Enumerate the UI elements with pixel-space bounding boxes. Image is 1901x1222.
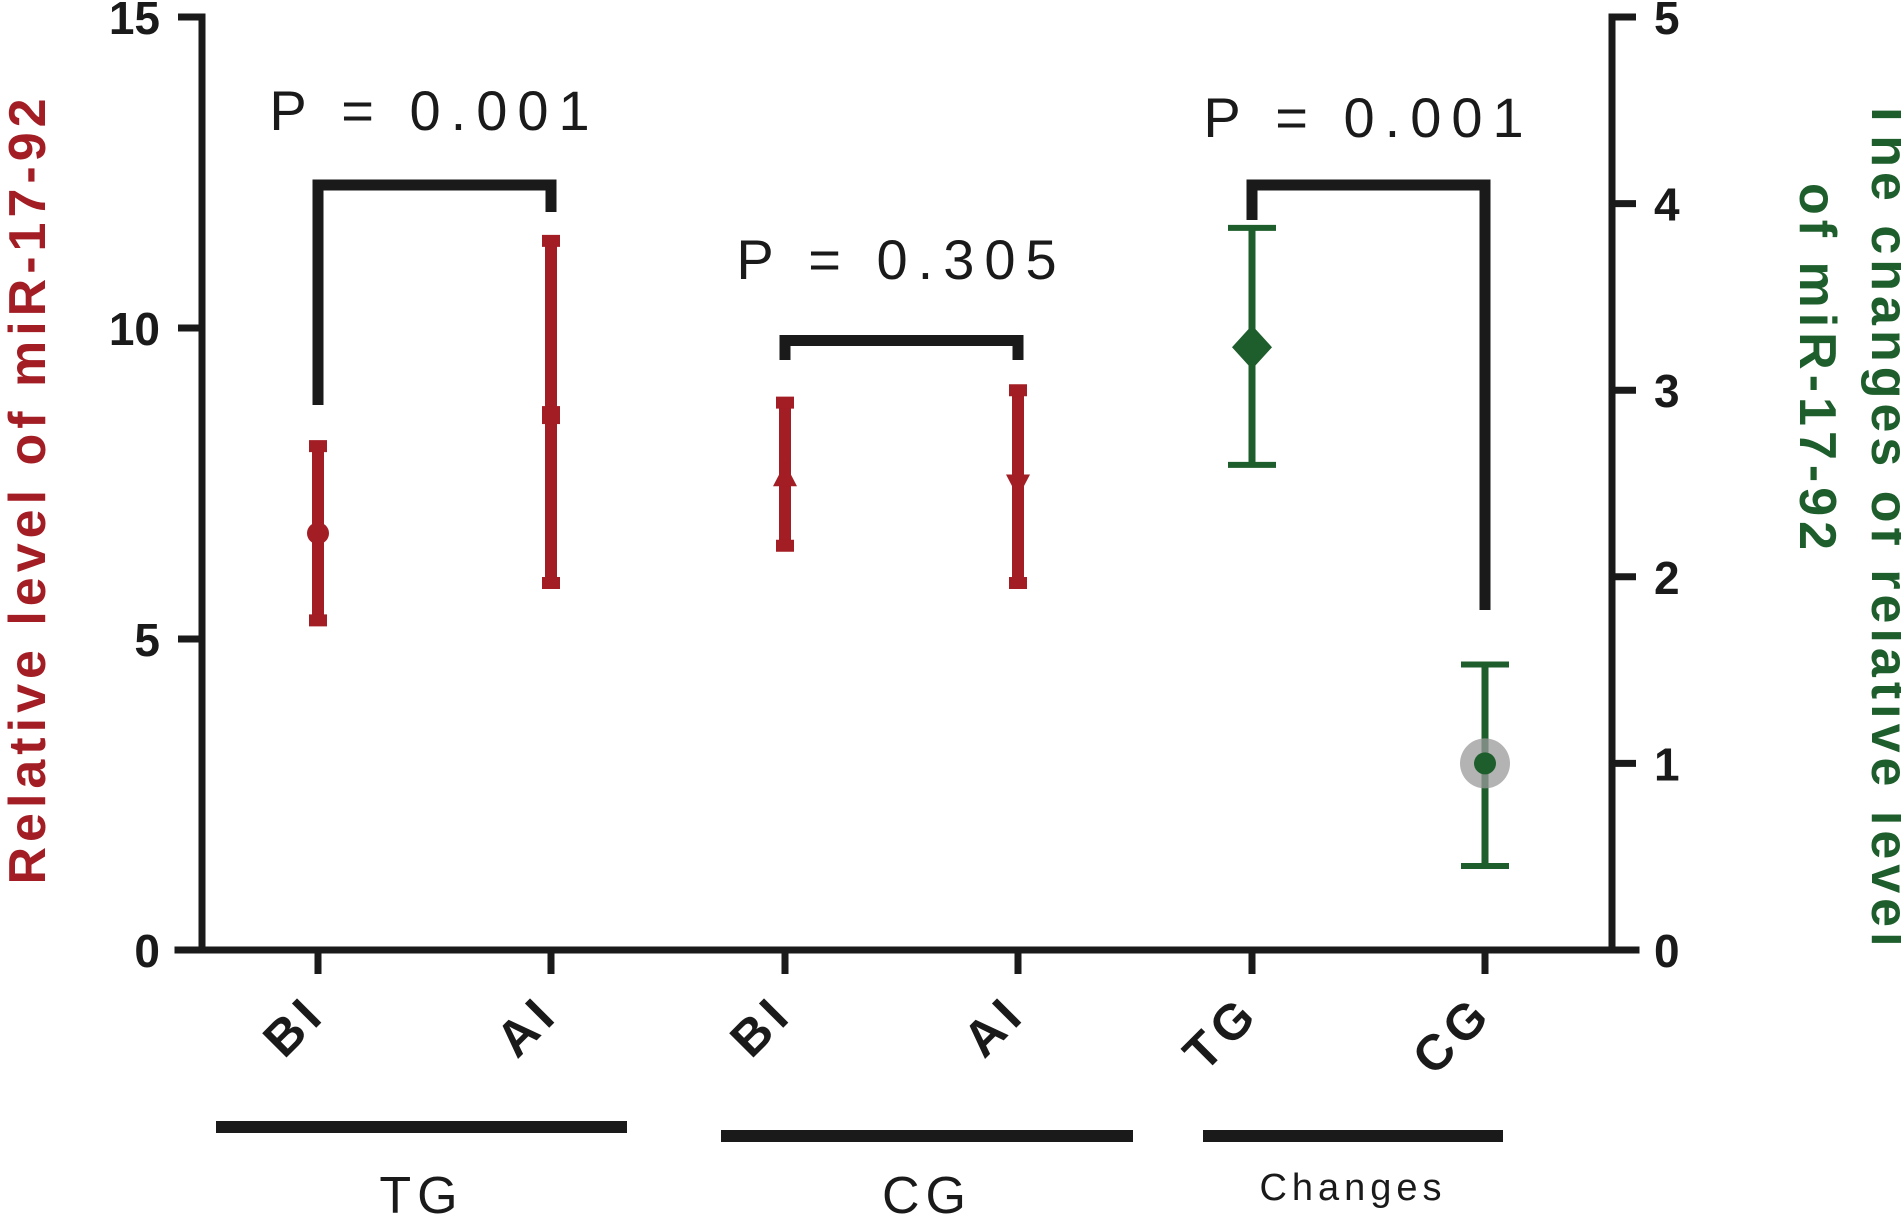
significance-bracket: [1246, 179, 1491, 610]
data-point: [542, 234, 560, 590]
right-axis-label-line-2: of miR-17-92: [1788, 183, 1846, 555]
left-axis-ticks: 0 5 10 15: [109, 0, 202, 977]
left-tick-label: 10: [109, 303, 160, 355]
group-label: CG: [882, 1167, 972, 1222]
p-value-label: P = 0.001: [1203, 86, 1533, 149]
significance-brackets: P = 0.001 P = 0.305 P = 0.001: [269, 79, 1533, 610]
p-value-label: P = 0.305: [736, 228, 1066, 291]
data-point-marker: [542, 406, 560, 425]
group-labels: TG CG Changes: [216, 1121, 1503, 1222]
category-label: TG: [1173, 984, 1270, 1081]
data-point-marker: [1232, 325, 1272, 370]
data-point-marker: [1474, 752, 1496, 775]
group-label: TG: [379, 1167, 463, 1222]
right-axis-ticks: 0 1 2 3 4 5: [1612, 0, 1680, 977]
right-tick-label: 5: [1654, 0, 1680, 44]
x-axis-ticks: [314, 950, 1489, 974]
data-point: [1460, 661, 1510, 870]
right-tick-label: 0: [1654, 925, 1680, 977]
category-label: AI: [485, 984, 568, 1067]
group-label: Changes: [1259, 1167, 1446, 1209]
category-label: BI: [719, 984, 802, 1067]
right-tick-label: 3: [1654, 365, 1680, 417]
data-point: [1228, 224, 1276, 468]
data-point: [307, 440, 329, 627]
right-axis-label-line-1: The changes of relative level: [1860, 98, 1901, 951]
data-point: [773, 396, 797, 552]
left-tick-label: 15: [109, 0, 160, 44]
category-label: CG: [1402, 984, 1503, 1085]
left-tick-label: 5: [134, 614, 160, 666]
data-point: [1006, 384, 1030, 590]
axes: [174, 13, 1640, 954]
category-label: BI: [252, 984, 335, 1067]
right-tick-label: 2: [1654, 552, 1680, 604]
category-label: AI: [952, 984, 1035, 1067]
p-value-label: P = 0.001: [269, 79, 599, 142]
left-axis-label: Relative level of miR-17-92: [0, 93, 57, 884]
data-point-marker: [773, 463, 797, 487]
right-tick-label: 4: [1654, 179, 1680, 231]
right-tick-label: 1: [1654, 738, 1680, 790]
left-tick-label: 0: [134, 925, 160, 977]
data-point-marker: [1006, 474, 1030, 498]
data-points: [307, 224, 1510, 870]
category-labels: BI AI BI AI TG CG: [252, 984, 1502, 1085]
significance-bracket: [779, 334, 1024, 360]
significance-bracket: [312, 179, 557, 405]
data-point-marker: [307, 522, 329, 545]
